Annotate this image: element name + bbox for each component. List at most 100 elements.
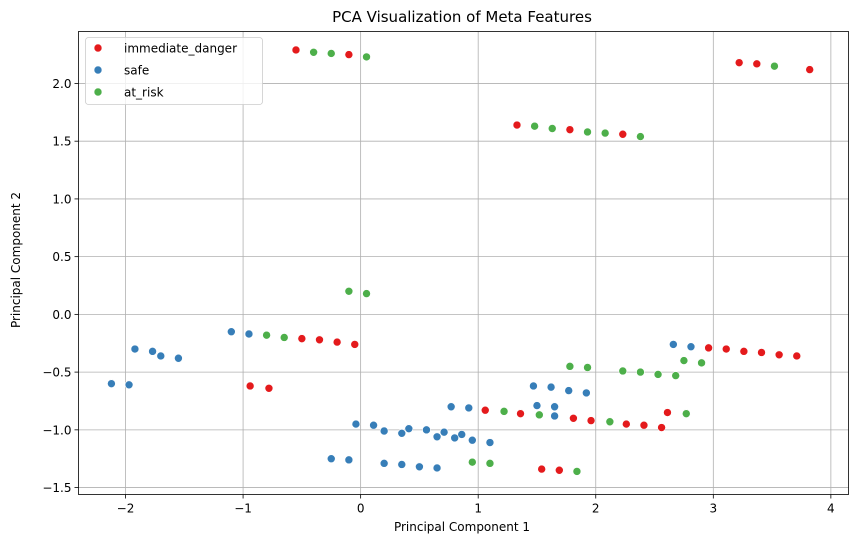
plot-frame [78, 31, 849, 495]
x-tick-label: 3 [709, 502, 717, 516]
point-immediate-danger [512, 120, 522, 130]
x-tick-label: −1 [234, 502, 252, 516]
point-safe [351, 419, 361, 429]
x-axis-label: Principal Component 1 [394, 520, 530, 534]
point-immediate-danger [739, 347, 749, 356]
point-safe [432, 463, 442, 473]
point-safe [344, 455, 354, 465]
point-at-risk [636, 367, 645, 377]
y-tick-label: 0.5 [52, 250, 71, 264]
point-at-risk [583, 127, 592, 137]
y-tick-label: −1.0 [42, 423, 71, 437]
y-tick-label: 1.5 [52, 135, 71, 149]
legend-marker-safe [93, 65, 103, 75]
point-safe [124, 380, 134, 390]
point-at-risk [681, 409, 691, 418]
point-at-risk [499, 407, 509, 416]
point-immediate-danger [344, 50, 354, 59]
legend-marker-immediate-danger [93, 43, 103, 53]
point-at-risk [653, 370, 663, 379]
point-immediate-danger [622, 419, 631, 429]
point-at-risk [636, 132, 645, 141]
point-safe [546, 382, 556, 392]
point-safe [485, 438, 495, 447]
point-safe [457, 430, 467, 439]
point-at-risk [605, 417, 615, 427]
point-immediate-danger [332, 337, 342, 347]
point-immediate-danger [663, 408, 672, 417]
point-safe [550, 411, 559, 421]
point-safe [439, 427, 449, 437]
point-immediate-danger [565, 125, 575, 134]
point-immediate-danger [569, 413, 578, 423]
y-tick-label: −1.5 [42, 481, 71, 495]
point-immediate-danger [245, 381, 255, 391]
point-at-risk [565, 362, 575, 371]
point-safe [564, 386, 574, 395]
point-safe [404, 424, 414, 433]
point-at-risk [344, 286, 354, 296]
point-immediate-danger [752, 59, 762, 69]
axis-ticks: −2 −1 0 1 2 3 4 −1.5 −1.0 −0.5 0.0 0.5 1.0 1.5 2.0 [42, 77, 834, 516]
point-immediate-danger [555, 465, 564, 475]
point-at-risk [679, 356, 689, 365]
point-safe [244, 329, 254, 339]
point-immediate-danger [297, 334, 307, 343]
point-immediate-danger [757, 348, 766, 357]
point-safe [174, 353, 183, 363]
point-at-risk [600, 128, 610, 138]
point-immediate-danger [618, 129, 628, 139]
chart-title: PCA Visualization of Meta Features [332, 8, 592, 26]
point-safe [550, 402, 559, 412]
grid [78, 31, 849, 495]
legend-label-safe: safe [124, 64, 149, 78]
x-tick-label: 2 [592, 502, 600, 516]
point-at-risk [309, 47, 318, 57]
point-at-risk [262, 330, 271, 340]
point-safe [148, 347, 157, 356]
point-at-risk [770, 61, 779, 71]
point-safe [529, 381, 538, 391]
point-safe [432, 432, 442, 442]
x-tick-label: 4 [827, 502, 835, 516]
point-at-risk [697, 358, 706, 368]
point-safe [130, 344, 140, 354]
legend-label-immediate-danger: immediate_danger [124, 42, 237, 56]
x-tick-label: −2 [117, 502, 135, 516]
point-immediate-danger [774, 350, 784, 360]
point-immediate-danger [721, 344, 731, 354]
y-tick-label: −0.5 [42, 366, 71, 380]
point-safe [397, 429, 407, 438]
legend-box [85, 37, 263, 105]
point-safe [397, 460, 407, 469]
point-at-risk [530, 121, 539, 131]
point-at-risk [362, 289, 371, 298]
point-immediate-danger [805, 65, 815, 74]
data-points [107, 45, 815, 476]
point-safe [227, 327, 236, 336]
point-at-risk [583, 363, 592, 372]
point-safe [422, 425, 431, 435]
legend-label-at-risk: at_risk [124, 86, 164, 100]
point-at-risk [279, 333, 289, 342]
point-safe [686, 342, 696, 352]
y-axis-label: Principal Component 2 [9, 192, 23, 328]
y-tick-label: 0.0 [52, 308, 71, 322]
point-immediate-danger [537, 464, 546, 474]
point-safe [369, 420, 378, 430]
point-immediate-danger [264, 383, 274, 393]
point-at-risk [547, 124, 557, 133]
point-immediate-danger [516, 409, 525, 418]
point-safe [379, 459, 389, 468]
point-at-risk [535, 410, 544, 420]
point-at-risk [326, 49, 336, 58]
point-safe [446, 402, 456, 412]
point-safe [468, 435, 477, 445]
point-immediate-danger [792, 351, 802, 361]
point-at-risk [671, 371, 680, 380]
point-immediate-danger [350, 340, 360, 349]
legend-marker-at-risk [93, 87, 103, 97]
x-tick-label: 1 [474, 502, 482, 516]
point-immediate-danger [291, 45, 301, 55]
x-tick-label: 0 [357, 502, 365, 516]
